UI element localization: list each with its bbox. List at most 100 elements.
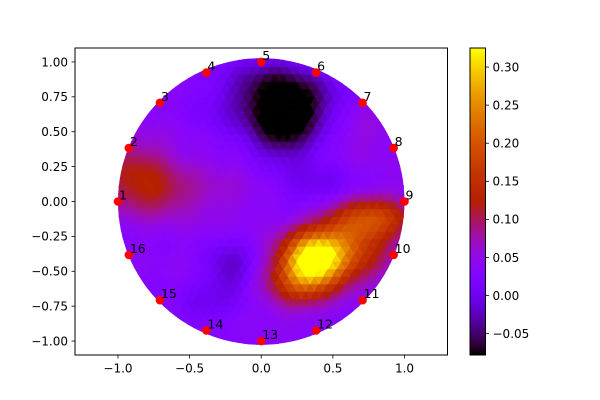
mesh-triangle (117, 163, 120, 172)
mesh-triangle (376, 111, 387, 120)
electrode-label: 1 (119, 188, 127, 203)
mesh-triangle (336, 320, 347, 330)
mesh-triangle (171, 321, 182, 330)
mesh-triangle (247, 58, 258, 60)
colorbar: 0.30 0.25 0.20 0.15 0.10 0.05 0.00 −0.05 (469, 47, 530, 356)
mesh-triangle (136, 111, 147, 120)
y-tick-label: 0.75 (41, 90, 68, 104)
mesh-triangle (185, 328, 196, 337)
mesh-triangle (305, 336, 316, 345)
mesh-triangle (136, 283, 147, 292)
x-tick-label: 0.0 (252, 362, 271, 376)
mesh-triangle (117, 245, 125, 255)
electrode-label: 7 (364, 89, 372, 104)
mesh-triangle (123, 260, 133, 270)
electrode-label: 8 (395, 134, 403, 149)
mesh-triangle (238, 58, 249, 60)
y-tick-label: 0.25 (41, 160, 68, 174)
mesh-triangle (296, 336, 307, 345)
mesh-triangle (123, 268, 133, 278)
mesh-triangle (327, 66, 338, 75)
mesh-triangle (117, 231, 120, 240)
colorbar-tick-label: 0.30 (493, 60, 520, 74)
y-tick-label: −0.50 (31, 265, 68, 279)
mesh-triangle (274, 343, 284, 345)
mesh-triangle (402, 216, 405, 225)
mesh-triangle (176, 320, 187, 330)
y-tick-label: −1.00 (31, 334, 68, 348)
mesh-triangle (106, 209, 115, 217)
mesh-triangle (167, 313, 178, 322)
mesh-triangle (106, 202, 115, 209)
mesh-triangle (282, 343, 293, 345)
mesh-triangle (296, 58, 307, 67)
mesh-triangle (117, 148, 125, 158)
mesh-triangle (402, 231, 405, 240)
colorbar-tick-label: 0.15 (493, 175, 520, 189)
mesh-triangle (371, 103, 382, 113)
electrode-label: 13 (262, 327, 278, 342)
colorbar-tick-label: 0.20 (493, 137, 520, 151)
electrode-label: 10 (395, 241, 411, 256)
x-axis-ticks: −1.0 −0.5 0.0 0.5 1.0 (103, 355, 414, 376)
mesh-triangle (176, 73, 187, 83)
mesh-triangle (282, 58, 293, 60)
mesh-triangle (117, 223, 120, 232)
x-tick-label: −0.5 (175, 362, 204, 376)
colorbar-tick-label: 0.00 (493, 289, 520, 303)
mesh-triangle (389, 268, 400, 278)
conductivity-mesh (106, 58, 417, 345)
mesh-triangle (106, 194, 115, 201)
electrode-label: 5 (262, 48, 270, 63)
mesh-triangle (127, 118, 138, 127)
mesh-triangle (408, 209, 417, 217)
mesh-triangle (123, 125, 133, 135)
mesh-triangle (389, 260, 400, 270)
mesh-triangle (408, 202, 417, 209)
colorbar-tick-label: −0.05 (493, 327, 530, 341)
mesh-triangle (117, 238, 125, 248)
mesh-triangle (127, 276, 138, 285)
mesh-triangle (117, 178, 120, 187)
mesh-triangle (345, 313, 356, 322)
mesh-triangle (117, 155, 125, 165)
mesh-triangle (117, 186, 120, 195)
colorbar-ticks: 0.30 0.25 0.20 0.15 0.10 0.05 0.00 −0.05 (485, 60, 530, 341)
mesh-triangle (154, 306, 165, 315)
mesh-triangle (402, 208, 405, 217)
main-axes: −1.0 −0.5 0.0 0.5 1.0 1.00 0.75 0.50 0.25 0.00 −0… (31, 47, 448, 376)
electrode-label: 4 (207, 59, 215, 74)
mesh-triangle (402, 163, 405, 172)
electrode-label: 9 (406, 188, 414, 203)
mesh-triangle (117, 208, 120, 217)
mesh-triangle (340, 321, 351, 330)
mesh-triangle (238, 343, 249, 345)
mesh-triangle (229, 58, 240, 60)
colorbar-tick-label: 0.25 (493, 98, 520, 112)
electrode-label: 16 (130, 241, 146, 256)
y-tick-label: 0.50 (41, 125, 68, 139)
y-tick-label: −0.75 (31, 299, 68, 313)
mesh-triangle (167, 81, 178, 90)
mesh-triangle (398, 155, 405, 165)
mesh-triangle (247, 343, 258, 345)
mesh-triangle (402, 223, 405, 232)
mesh-triangle (171, 73, 182, 82)
mesh-triangle (106, 187, 115, 195)
electrode-label: 6 (317, 59, 325, 74)
y-tick-label: 1.00 (41, 55, 68, 69)
mesh-triangle (402, 178, 405, 187)
mesh-triangle (140, 290, 151, 300)
y-tick-label: 0.00 (41, 195, 68, 209)
electrode-label: 15 (161, 286, 177, 301)
y-axis-ticks: 1.00 0.75 0.50 0.25 0.00 −0.25 −0.50 −0.75 −1.00 (31, 55, 75, 348)
x-tick-label: 1.0 (395, 362, 414, 376)
mesh-triangle (402, 171, 405, 180)
mesh-triangle (189, 66, 200, 75)
mesh-triangle (216, 336, 227, 345)
mesh-triangle (117, 171, 120, 180)
mesh-triangle (340, 73, 351, 82)
electrode-label: 3 (161, 89, 169, 104)
mesh-triangle (345, 81, 356, 90)
